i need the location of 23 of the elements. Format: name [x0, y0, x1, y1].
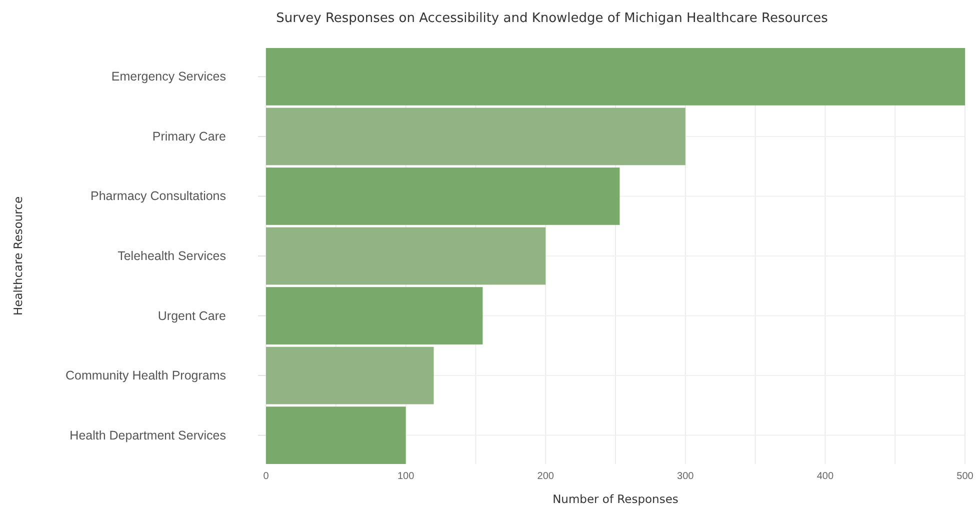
x-tick-label: 0 — [263, 471, 270, 482]
y-tick-label: Pharmacy Consultations — [90, 189, 226, 204]
bar — [266, 406, 406, 464]
bar — [266, 108, 686, 166]
bar — [266, 168, 620, 225]
chart-title: Survey Responses on Accessibility and Knowledge of Michigan Healthcare Resources — [276, 11, 828, 26]
y-tick-label: Emergency Services — [111, 70, 226, 84]
bar — [266, 346, 434, 404]
bar — [266, 287, 483, 344]
bar — [266, 227, 546, 285]
y-tick-label: Primary Care — [152, 129, 226, 144]
x-tick-label: 400 — [816, 471, 834, 482]
x-axis-title: Number of Responses — [552, 492, 678, 506]
y-tick-label: Community Health Programs — [66, 368, 226, 383]
bar — [266, 48, 965, 106]
x-tick-label: 200 — [537, 471, 554, 482]
y-axis-title: Healthcare Resource — [11, 196, 25, 316]
y-tick-label: Health Department Services — [70, 428, 226, 442]
y-tick-label: Urgent Care — [158, 308, 226, 323]
x-tick-label: 100 — [397, 471, 415, 482]
y-tick-label: Telehealth Services — [118, 249, 226, 263]
x-tick-label: 500 — [956, 471, 974, 482]
x-tick-label: 300 — [677, 471, 694, 482]
